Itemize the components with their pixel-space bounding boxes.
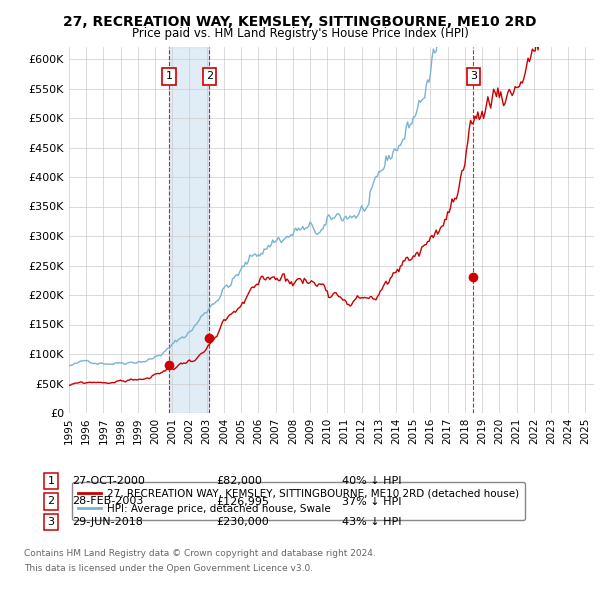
Text: 3: 3 xyxy=(47,517,55,527)
Text: 3: 3 xyxy=(470,71,477,81)
Legend: 27, RECREATION WAY, KEMSLEY, SITTINGBOURNE, ME10 2RD (detached house), HPI: Aver: 27, RECREATION WAY, KEMSLEY, SITTINGBOUR… xyxy=(71,482,526,520)
Text: 29-JUN-2018: 29-JUN-2018 xyxy=(72,517,143,527)
Text: Contains HM Land Registry data © Crown copyright and database right 2024.: Contains HM Land Registry data © Crown c… xyxy=(24,549,376,558)
Text: 1: 1 xyxy=(166,71,173,81)
Text: 37% ↓ HPI: 37% ↓ HPI xyxy=(342,497,401,506)
Text: 27-OCT-2000: 27-OCT-2000 xyxy=(72,476,145,486)
Bar xyxy=(169,47,209,413)
Text: 40% ↓ HPI: 40% ↓ HPI xyxy=(342,476,401,486)
Text: £82,000: £82,000 xyxy=(216,476,262,486)
Text: 2: 2 xyxy=(206,71,213,81)
Text: £230,000: £230,000 xyxy=(216,517,269,527)
Text: 28-FEB-2003: 28-FEB-2003 xyxy=(72,497,143,506)
Text: £126,995: £126,995 xyxy=(216,497,269,506)
Text: 43% ↓ HPI: 43% ↓ HPI xyxy=(342,517,401,527)
Text: 2: 2 xyxy=(47,497,55,506)
Text: 27, RECREATION WAY, KEMSLEY, SITTINGBOURNE, ME10 2RD: 27, RECREATION WAY, KEMSLEY, SITTINGBOUR… xyxy=(63,15,537,29)
Text: This data is licensed under the Open Government Licence v3.0.: This data is licensed under the Open Gov… xyxy=(24,565,313,573)
Text: Price paid vs. HM Land Registry's House Price Index (HPI): Price paid vs. HM Land Registry's House … xyxy=(131,27,469,40)
Text: 1: 1 xyxy=(47,476,55,486)
